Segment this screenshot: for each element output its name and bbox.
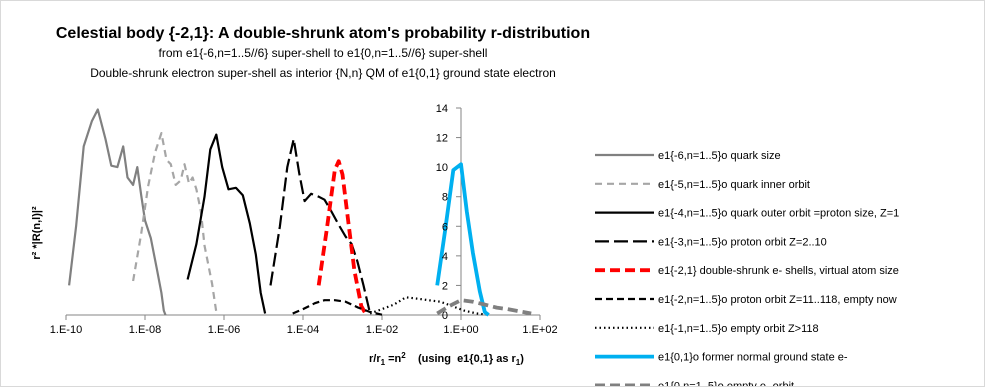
series-line-1 [68,108,167,316]
x-tick-label: 1.E-06 [208,324,240,336]
legend-label: e1{-4,n=1..5}o quark outer orbit =proton… [658,208,899,220]
axes [65,107,541,320]
series-line-3 [186,133,267,314]
x-tick-label: 1.E-04 [287,324,319,336]
legend-item-3: e1{-4,n=1..5}o quark outer orbit =proton… [595,208,899,220]
legend-item-5: e1{-2,1} double-shrunk e- shells, virtua… [595,265,899,277]
y-tick-label: 14 [436,103,448,115]
legend-item-9: e1{0,n=1..5}o empty e- orbit [595,380,794,386]
series-line-6 [292,299,383,316]
legend-label: e1{-2,1} double-shrunk e- shells, virtua… [658,265,899,277]
x-tick-label: 1.E-02 [366,324,398,336]
x-axis-label-part-b: 1 [381,358,386,367]
legend-item-7: e1{-1,n=1..5}o empty orbit Z>118 [595,323,819,335]
series-line-2 [132,132,218,313]
x-tick-label: 1.E+02 [522,324,557,336]
legend-label: e1{0,1}o former normal ground state e- [658,352,848,364]
x-tick-label: 1.E-10 [50,324,82,336]
y-tick-label: 6 [442,221,448,233]
legend-label: e1{0,n=1..5}o empty e- orbit [658,380,794,386]
plot-series [68,108,532,317]
y-tick-label: 10 [436,162,448,174]
series-line-7 [369,296,489,316]
x-axis-label-part-g: ) [520,353,524,365]
legend-item-2: e1{-5,n=1..5}o quark inner orbit [595,179,810,191]
legend-item-6: e1{-2,n=1..5}o proton orbit Z=11..118, e… [595,294,897,306]
tick-labels: 1.E-10 1.E-08 1.E-06 1.E-04 1.E-02 1.E+00 1.E+… [50,103,558,336]
legend-label: e1{-6,n=1..5}o quark size [658,150,781,162]
chart-title: Celestial body {-2,1}: A double-shrunk a… [56,25,590,42]
chart-subtitle-1: from e1{-6,n=1..5//6} super-shell to e1{… [159,46,488,60]
x-axis-label: r/r1 =n2 (using e1{0,1} as r1) [369,351,524,367]
legend-label: e1{-3,n=1..5}o proton orbit Z=2..10 [658,236,827,248]
x-axis-label-part-d: 2 [401,351,406,360]
chart-subtitle-2: Double-shrunk electron super-shell as in… [90,66,556,80]
x-axis-label-part-e: (using e1{0,1} as r [406,353,517,365]
legend-label: e1{-1,n=1..5}o empty orbit Z>118 [658,323,819,335]
x-axis-label-part-a: r/r [369,353,381,365]
legend-label: e1{-5,n=1..5}o quark inner orbit [658,179,810,191]
x-tick-label: 1.E+00 [443,324,478,336]
legend-item-1: e1{-6,n=1..5}o quark size [595,150,781,162]
x-axis-label-part-f: 1 [516,358,521,367]
y-tick-label: 4 [442,251,448,263]
y-tick-label: 12 [436,133,448,145]
x-tick-label: 1.E-08 [129,324,161,336]
x-axis-label-part-c: =n [385,353,401,365]
y-tick-label: 8 [442,192,448,204]
series-line-5 [316,159,368,316]
y-tick-label: 0 [442,310,448,322]
series-line-9 [436,298,532,316]
y-tick-label: 2 [442,280,448,292]
series-line-4 [269,138,372,314]
legend: e1{-6,n=1..5}o quark size e1{-5,n=1..5}o … [595,150,899,386]
y-axis-label: r² *|R(n,l)|² [31,206,43,260]
legend-item-4: e1{-3,n=1..5}o proton orbit Z=2..10 [595,236,827,248]
legend-item-8: e1{0,1}o former normal ground state e- [595,352,848,364]
legend-label: e1{-2,n=1..5}o proton orbit Z=11..118, e… [658,294,897,306]
